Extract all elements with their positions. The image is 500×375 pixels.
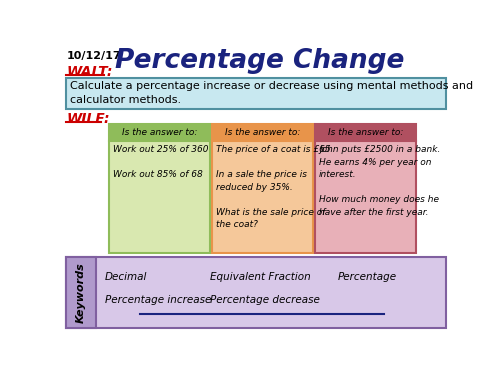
FancyBboxPatch shape: [109, 141, 210, 253]
Text: WILF:: WILF:: [66, 112, 110, 126]
Text: Is the answer to:: Is the answer to:: [225, 128, 300, 137]
Text: WALT:: WALT:: [66, 65, 113, 79]
FancyBboxPatch shape: [66, 78, 446, 109]
Text: The price of a coat is £65

In a sale the price is
reduced by 35%.

What is the : The price of a coat is £65 In a sale the…: [216, 145, 330, 229]
FancyBboxPatch shape: [62, 45, 450, 334]
Text: John puts £2500 in a bank.
He earns 4% per year on
interest.

How much money doe: John puts £2500 in a bank. He earns 4% p…: [319, 145, 440, 217]
Text: Work out 25% of 360

Work out 85% of 68: Work out 25% of 360 Work out 85% of 68: [113, 145, 208, 179]
FancyBboxPatch shape: [66, 257, 96, 328]
Text: Calculate a percentage increase or decrease using mental methods and
calculator : Calculate a percentage increase or decre…: [70, 81, 473, 105]
FancyBboxPatch shape: [109, 124, 210, 141]
FancyBboxPatch shape: [315, 124, 416, 141]
FancyBboxPatch shape: [212, 141, 313, 253]
Text: Percentage Change: Percentage Change: [116, 48, 405, 74]
Text: Is the answer to:: Is the answer to:: [328, 128, 403, 137]
Text: Percentage: Percentage: [338, 272, 397, 282]
Text: Decimal: Decimal: [105, 272, 148, 282]
Text: 10/12/17: 10/12/17: [66, 51, 121, 61]
Text: Equivalent Fraction: Equivalent Fraction: [210, 272, 310, 282]
Text: Is the answer to:: Is the answer to:: [122, 128, 197, 137]
FancyBboxPatch shape: [315, 141, 416, 253]
Text: Percentage increase: Percentage increase: [105, 295, 212, 305]
Text: Percentage decrease: Percentage decrease: [210, 295, 320, 305]
Text: Keywords: Keywords: [76, 262, 86, 323]
FancyBboxPatch shape: [66, 257, 446, 328]
FancyBboxPatch shape: [212, 124, 313, 141]
